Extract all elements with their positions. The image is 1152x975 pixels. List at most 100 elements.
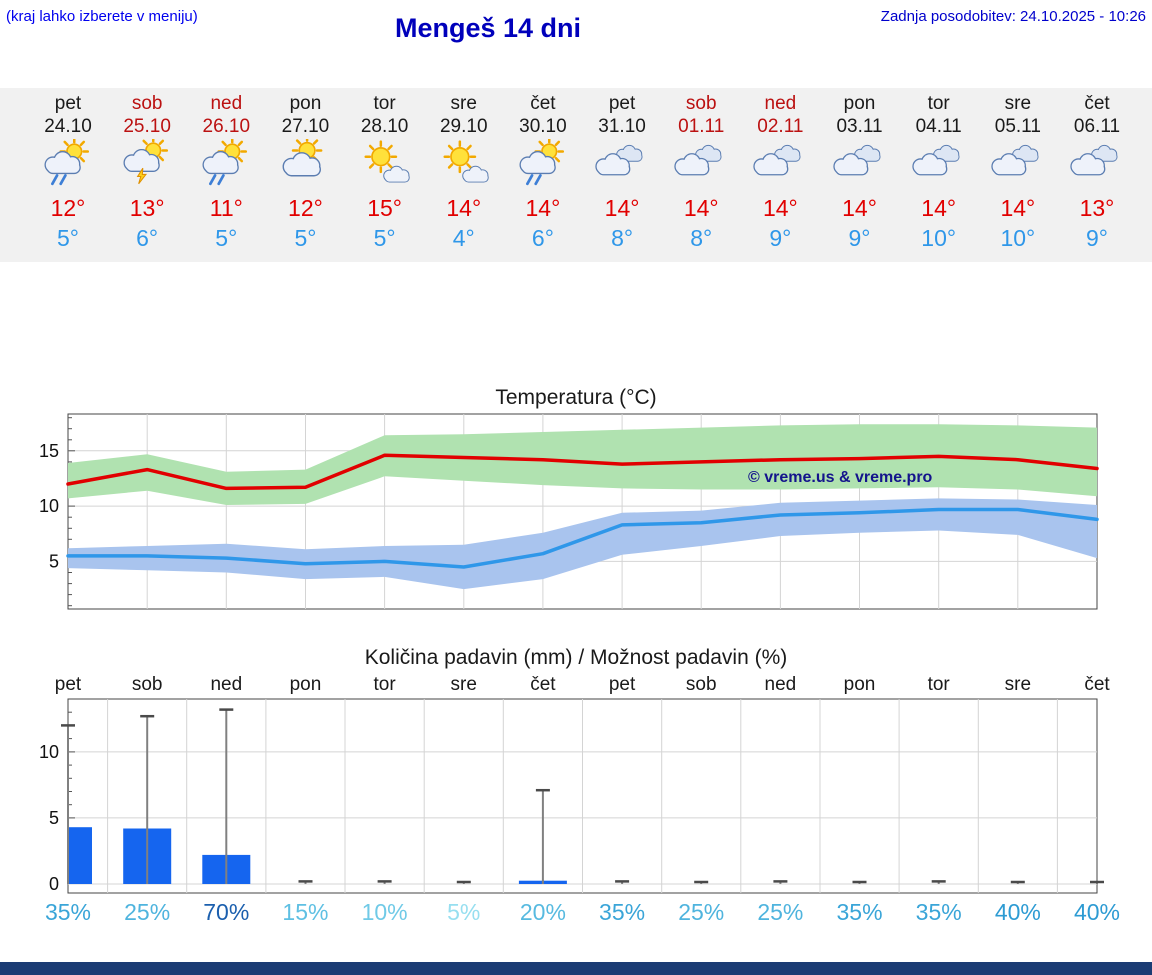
day-date: 05.11: [994, 116, 1041, 137]
day-name: sob: [685, 93, 717, 114]
low-temp: 9°: [769, 225, 792, 251]
precipitation-chart-title: Količina padavin (mm) / Možnost padavin …: [364, 646, 788, 669]
cloudy-icon: [1057, 139, 1136, 191]
day-date: 26.10: [202, 116, 251, 137]
high-temp: 14°: [604, 195, 640, 221]
precip-prob-row: 35% 25% 70% 15% 10% 5% 20% 35% 25% 25% 35% 35% 40% 40…: [0, 899, 1152, 929]
precip-day-label: ned: [210, 674, 243, 695]
cloudy-icon: [662, 139, 741, 191]
y-axis-label: 0: [49, 874, 59, 894]
day-column: tor 28.10 15° 5°: [345, 92, 424, 253]
day-name: sre: [1004, 93, 1032, 114]
cloudy-icon: [978, 139, 1057, 191]
precip-day-label: pet: [608, 674, 636, 695]
y-axis-label: 5: [49, 808, 59, 828]
low-temp: 8°: [611, 225, 634, 251]
day-date: 29.10: [439, 116, 488, 137]
low-temp: 6°: [531, 225, 554, 251]
cloudy-icon: [899, 139, 978, 191]
day-name: pet: [54, 93, 82, 114]
low-temp: 4°: [452, 225, 475, 251]
precip-probability: 70%: [203, 899, 250, 925]
sun-small-cloud-icon: [424, 139, 503, 191]
page-title: Mengeš 14 dni: [394, 13, 582, 43]
precip-probability: 20%: [519, 899, 566, 925]
cloudy-icon: [820, 139, 899, 191]
high-temp: 15°: [367, 195, 402, 221]
temperature-chart-title: Temperatura (°C): [495, 386, 657, 409]
day-date: 02.11: [757, 116, 804, 137]
precip-day-labels: pet sob ned pon tor sre čet pet sob ned pon tor sre č…: [0, 672, 1152, 698]
cloudy-icon: [583, 139, 662, 191]
high-temp: 12°: [50, 195, 86, 221]
sun-cloud-rain-icon: [28, 139, 107, 191]
sun-small-cloud-icon: [345, 139, 424, 191]
precip-day-label: pon: [289, 674, 322, 695]
precip-day-label: čet: [1084, 674, 1110, 695]
watermark-link[interactable]: © vreme.us & vreme.pro: [748, 469, 933, 486]
precip-probability: 35%: [599, 899, 646, 925]
sun-cloud-rain-icon: [187, 139, 266, 191]
day-column: pon 27.10 12° 5°: [266, 92, 345, 253]
day-date: 06.11: [1073, 116, 1121, 137]
precip-probability: 35%: [836, 899, 883, 925]
day-column: sre 05.11 14° 10°: [978, 92, 1057, 253]
high-temp: 14°: [842, 195, 877, 221]
day-date: 31.10: [598, 116, 646, 137]
day-name: tor: [927, 93, 950, 114]
precip-probability: 15%: [282, 899, 329, 925]
high-temp: 14°: [525, 195, 561, 221]
day-date: 04.11: [915, 116, 962, 137]
day-date: 28.10: [360, 116, 409, 137]
y-axis-label: 5: [49, 551, 59, 571]
sun-cloud-thunder-icon: [108, 139, 187, 191]
precip-day-label: sob: [685, 674, 717, 695]
precip-day-label: pon: [843, 674, 876, 695]
day-name: čet: [1084, 93, 1110, 114]
day-date: 01.11: [678, 116, 725, 137]
day-column: sob 25.10 13° 6°: [108, 92, 187, 253]
low-temp: 8°: [690, 225, 713, 251]
precip-probability: 40%: [1073, 899, 1121, 925]
day-column: pet 24.10 12° 5°: [28, 92, 107, 253]
precip-day-label: tor: [373, 674, 396, 695]
y-axis-label: 10: [39, 496, 59, 516]
cloudy-icon: [741, 139, 820, 191]
precip-day-label: sre: [450, 674, 477, 695]
day-name: pon: [289, 93, 322, 114]
precip-probability: 25%: [757, 899, 804, 925]
precipitation-chart: 0 5 10: [39, 698, 1104, 894]
sun-cloud-rain-icon: [503, 139, 582, 191]
day-column: ned 02.11 14° 9°: [741, 92, 820, 253]
min-temperature-range-band: [68, 498, 1097, 590]
low-temp: 10°: [1000, 225, 1036, 251]
low-temp: 10°: [921, 225, 957, 251]
y-axis-label: 15: [39, 441, 59, 461]
high-temp: 14°: [1000, 195, 1036, 221]
low-temp: 5°: [373, 225, 396, 251]
day-name: pet: [608, 93, 636, 114]
temperature-chart: 5 10 15 © vreme.us & vreme.pro: [39, 413, 1099, 610]
day-column: pon 03.11 14° 9°: [820, 92, 899, 253]
precip-probability: 35%: [915, 899, 962, 925]
day-column: sre 29.10 14° 4°: [424, 92, 503, 253]
high-temp: 14°: [921, 195, 957, 221]
day-name: sre: [450, 93, 477, 114]
day-column: sob 01.11 14° 8°: [662, 92, 741, 253]
precip-day-label: sob: [131, 674, 163, 695]
low-temp: 9°: [848, 225, 871, 251]
min-temperature-line: [66, 507, 1099, 569]
precip-probability: 10%: [361, 899, 408, 925]
day-name: čet: [530, 93, 556, 114]
low-temp: 5°: [294, 225, 317, 251]
precip-probability: 5%: [447, 899, 481, 925]
high-temp: 11°: [209, 195, 243, 221]
low-temp: 9°: [1085, 225, 1108, 251]
precip-probability: 40%: [994, 899, 1041, 925]
day-date: 25.10: [123, 116, 171, 137]
precip-day-label: sre: [1004, 674, 1032, 695]
precip-day-label: tor: [927, 674, 950, 695]
last-updated: Zadnja posodobitev: 24.10.2025 - 10:26: [880, 8, 1146, 25]
y-axis-label: 10: [39, 742, 59, 762]
day-date: 27.10: [281, 116, 330, 137]
